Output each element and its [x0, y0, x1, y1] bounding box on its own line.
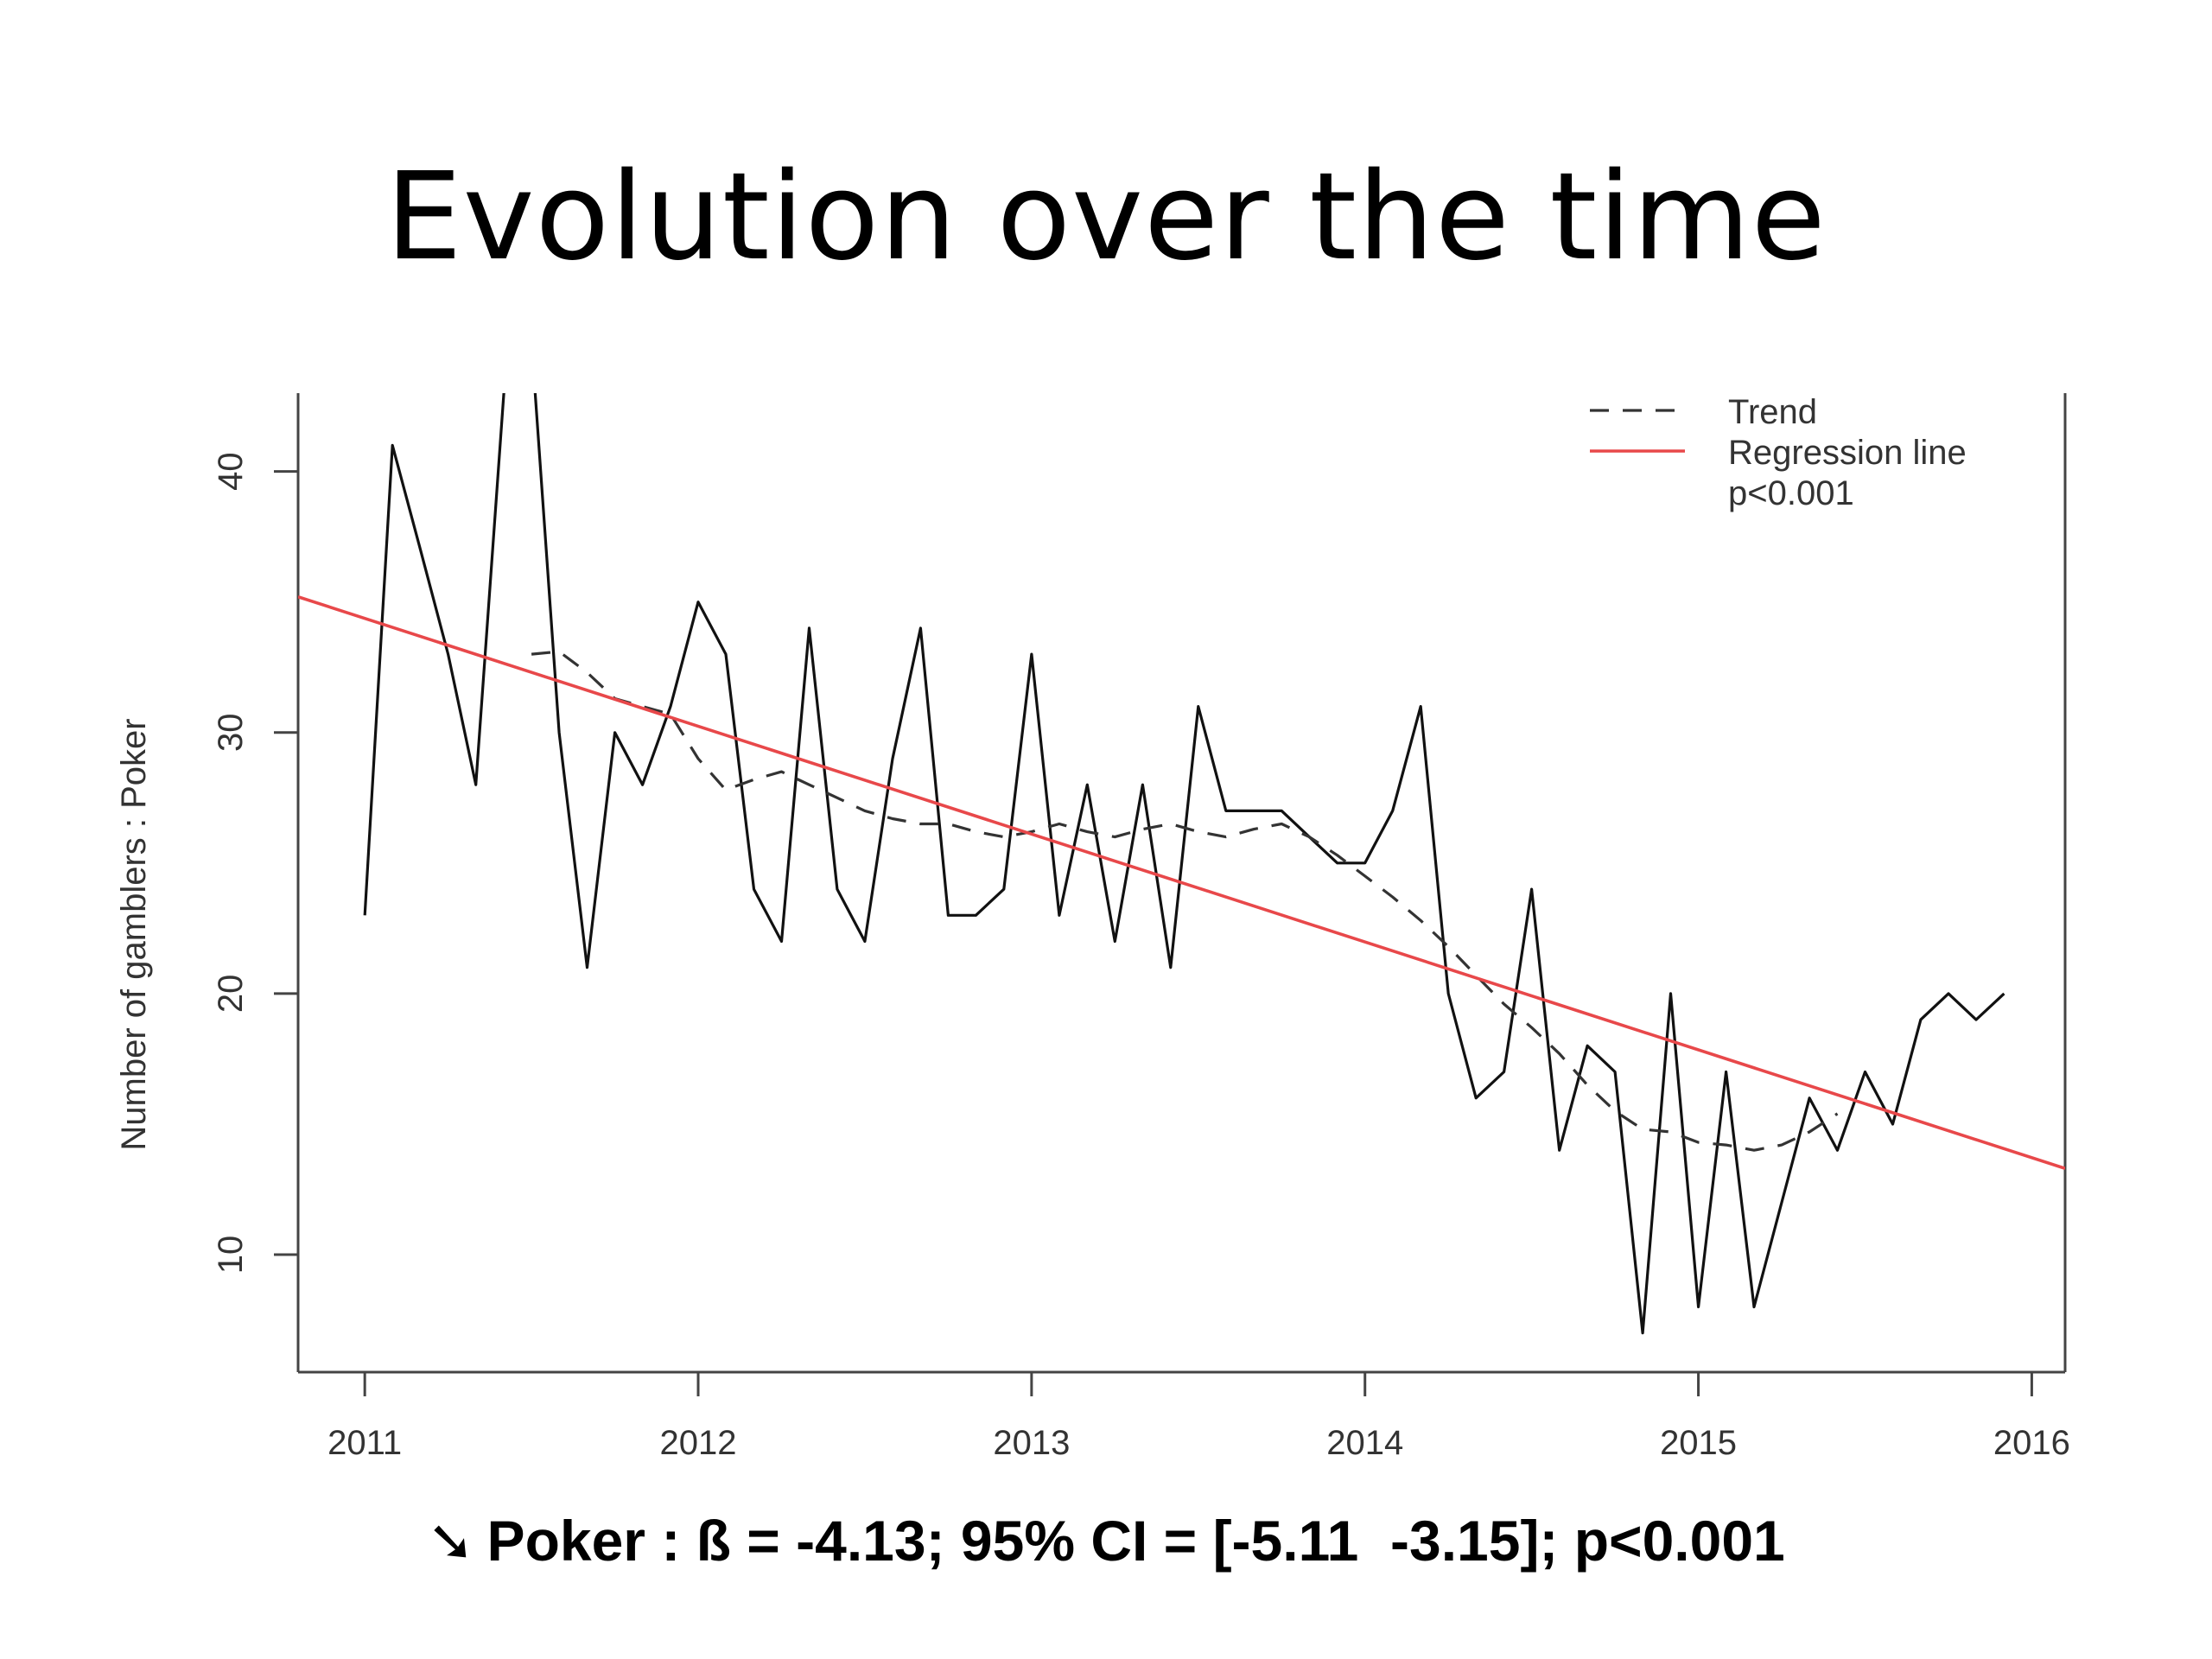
observed-series-line — [363, 393, 2005, 1335]
x-tick-label: 2012 — [660, 1424, 737, 1462]
x-tick-label: 2015 — [1660, 1424, 1737, 1462]
y-tick-label: 10 — [212, 1236, 250, 1274]
chart-axes: 2011 2012 2013 2014 2015 2016 10 20 30 40 Number o… — [115, 393, 2070, 1462]
legend-trend-label: Trend — [1728, 393, 1817, 431]
regression-summary: ➘ Poker : ß = -4.13; 95% CI = [-5.11 -3.1… — [0, 1508, 2212, 1574]
regression-summary-text: Poker : ß = -4.13; 95% CI = [-5.11 -3.15… — [486, 1509, 1785, 1573]
slide-title: Evolution over the time — [385, 147, 1827, 288]
y-axis-label: Number of gamblers : Poker — [115, 718, 153, 1150]
x-tick-label: 2011 — [327, 1424, 402, 1462]
legend-regression-label: Regression line — [1728, 434, 1967, 472]
x-tick-label: 2016 — [1993, 1424, 2070, 1462]
x-tick-label: 2014 — [1326, 1424, 1403, 1462]
legend-pvalue-note: p<0.001 — [1728, 474, 1854, 512]
trend-series-line — [531, 650, 1839, 1152]
y-tick-label: 40 — [212, 452, 250, 491]
down-right-arrow-icon: ➘ — [427, 1508, 475, 1574]
regression-series-line — [298, 594, 2065, 1171]
plot-area — [298, 393, 2065, 1335]
y-tick-label: 20 — [212, 975, 250, 1014]
x-tick-label: 2013 — [993, 1424, 1070, 1462]
y-tick-label: 30 — [212, 714, 250, 753]
chart-series — [298, 393, 2065, 1335]
